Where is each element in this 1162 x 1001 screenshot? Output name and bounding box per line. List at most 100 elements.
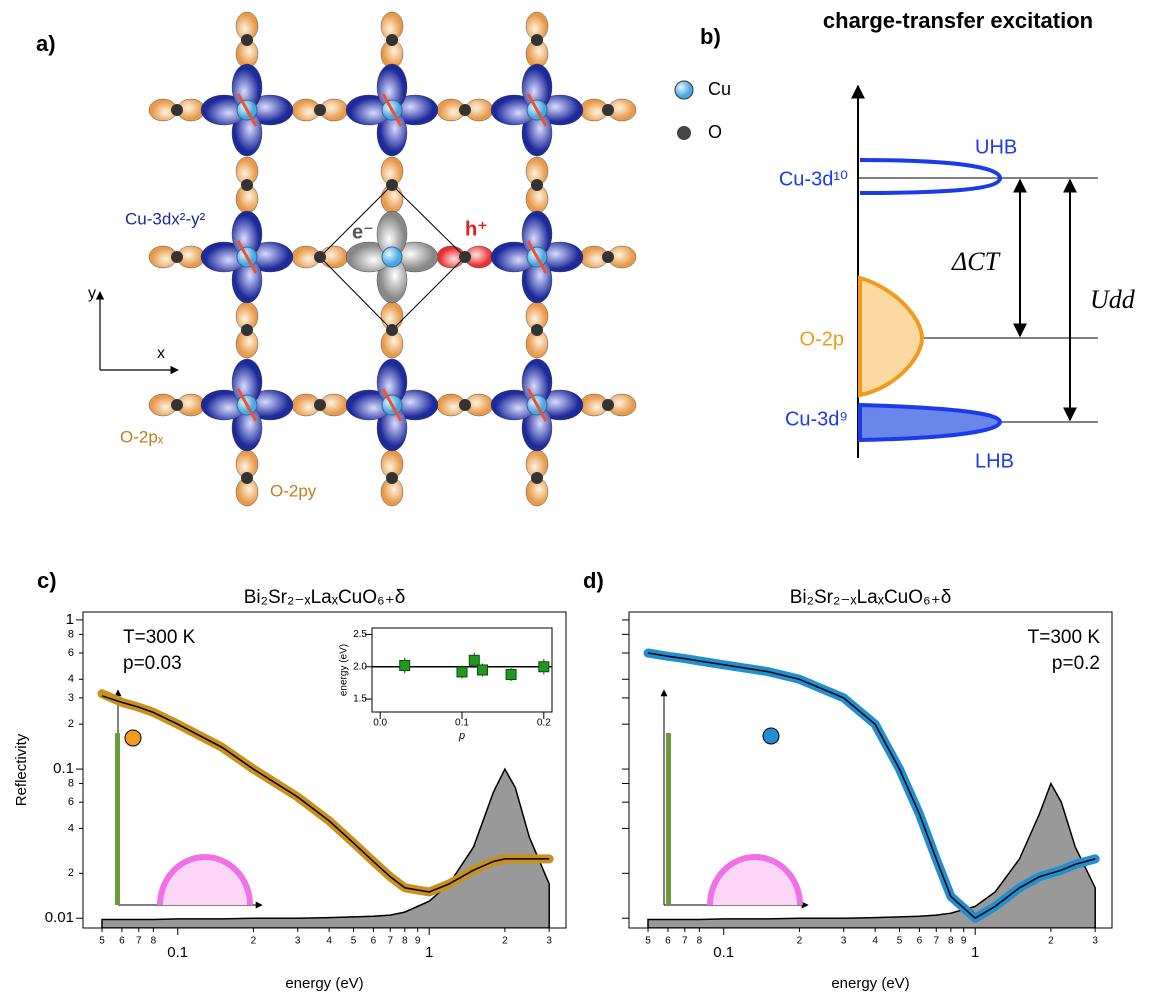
x-tick-label: 0.1: [713, 944, 734, 961]
x-axis-label: p: [458, 730, 465, 742]
orbital-label: Cu-3dx²-y²: [125, 209, 206, 228]
y-tick-label: 2: [68, 718, 74, 730]
scatter-point: [476, 664, 488, 676]
x-tick-label: 7: [682, 936, 688, 947]
y-tick-label: 4: [68, 822, 74, 834]
fit-line: [101, 695, 550, 893]
plot-frame: [82, 611, 567, 929]
schematic: [114, 689, 809, 909]
spin-arrow: [526, 388, 548, 422]
hole-label: h⁺: [465, 218, 488, 240]
band-label: UHB: [975, 136, 1017, 158]
oxygen-atom: [241, 324, 253, 336]
x-tick-label: 3: [295, 936, 301, 947]
y-axis-label: Reflectivity: [13, 733, 30, 806]
oxygen-atom: [459, 399, 471, 411]
oxygen-atom: [314, 104, 326, 116]
x-tick-label: 0.0: [373, 718, 387, 729]
y-tick-label: 1: [66, 611, 74, 628]
oxygen-atom: [171, 399, 183, 411]
oxygen-atom: [386, 324, 398, 336]
x-tick-label: 6: [371, 936, 377, 947]
fit-line: [647, 652, 1096, 920]
panel-label: d): [583, 568, 604, 593]
x-tick-label: 5: [99, 936, 105, 947]
x-tick-label: 7: [387, 936, 393, 947]
axis-label: x: [157, 345, 165, 362]
y-tick-label: 0.1: [53, 760, 74, 777]
x-tick-label: 6: [119, 936, 125, 947]
oxygen-atom: [386, 472, 398, 484]
oxygen-atom: [241, 179, 253, 191]
gap-label: ΔCT: [951, 247, 1001, 276]
y-axis-label: energy (eV): [339, 644, 350, 696]
uhb-band: [859, 158, 1003, 195]
x-tick-label: 5: [645, 936, 651, 947]
x-tick-label: 9: [961, 936, 967, 947]
x-tick-label: 4: [326, 936, 332, 947]
y-tick-label: 6: [68, 647, 74, 659]
scatter-point: [505, 669, 517, 681]
orbital-label: O-2py: [270, 481, 317, 500]
x-tick-label: 5: [897, 936, 903, 947]
y-tick-label: 8: [68, 628, 74, 640]
spin-arrow: [236, 388, 258, 422]
area: [647, 781, 1096, 928]
x-tick-label: 3: [841, 936, 847, 947]
x-tick-label: 8: [948, 936, 954, 947]
oxygen-atom: [171, 251, 183, 263]
y-tick-label: 2: [68, 867, 74, 879]
legend-marker: [674, 80, 694, 100]
band-label: O-2p: [800, 328, 844, 350]
copper-atom: [381, 246, 403, 268]
scatter-point: [468, 654, 480, 666]
spin-arrow: [236, 240, 258, 274]
x-tick-label: 3: [1092, 936, 1098, 947]
plot-area: [97, 689, 554, 928]
x-tick-label: 8: [151, 936, 157, 947]
y-tick-label: 4: [68, 673, 74, 685]
x-tick-label: 7: [136, 936, 142, 947]
x-tick-label: 8: [402, 936, 408, 947]
x-tick-label: 0.1: [455, 718, 469, 729]
x-tick-label: 2: [1048, 936, 1054, 947]
scatter-point: [538, 661, 550, 673]
legend-label: Cu: [708, 79, 731, 99]
x-tick-label: 1: [425, 944, 433, 961]
orbital-label: O-2pₓ: [120, 427, 164, 446]
y-tick-label: 6: [68, 796, 74, 808]
oxygen-atom: [602, 399, 614, 411]
y-tick-label: 3: [68, 692, 74, 704]
oxygen-atom: [459, 104, 471, 116]
gap-label: Udd: [1090, 285, 1136, 314]
oxygen-atom: [241, 472, 253, 484]
plot-area: [372, 652, 552, 681]
oxygen-atom: [171, 104, 183, 116]
oxygen-atom: [386, 34, 398, 46]
y-tick-label: 1.5: [353, 694, 367, 705]
oxygen-atom: [314, 251, 326, 263]
spin-arrow: [526, 240, 548, 274]
annotation: p=0.2: [1052, 653, 1100, 674]
x-tick-label: 4: [872, 936, 878, 947]
spin-arrow: [236, 93, 258, 127]
oxygen-atom: [531, 179, 543, 191]
plot-frame: [628, 611, 1113, 929]
x-tick-label: 2: [251, 936, 257, 947]
plot-area: [643, 648, 1100, 928]
y-tick-label: 8: [68, 777, 74, 789]
spin-arrow: [526, 93, 548, 127]
x-tick-label: 9: [415, 936, 421, 947]
legend-label: O: [708, 122, 722, 142]
x-tick-label: 0.1: [167, 944, 188, 961]
oxygen-atom: [602, 104, 614, 116]
chart-title: Bi₂Sr₂₋ₓLaₓCuO₆₊δ: [244, 587, 406, 608]
spin-arrow: [381, 388, 403, 422]
x-tick-label: 0.2: [537, 718, 551, 729]
x-tick-label: 2: [797, 936, 803, 947]
x-tick-label: 8: [697, 936, 703, 947]
y-tick-label: 2.0: [353, 661, 367, 672]
band-label: LHB: [975, 450, 1014, 472]
